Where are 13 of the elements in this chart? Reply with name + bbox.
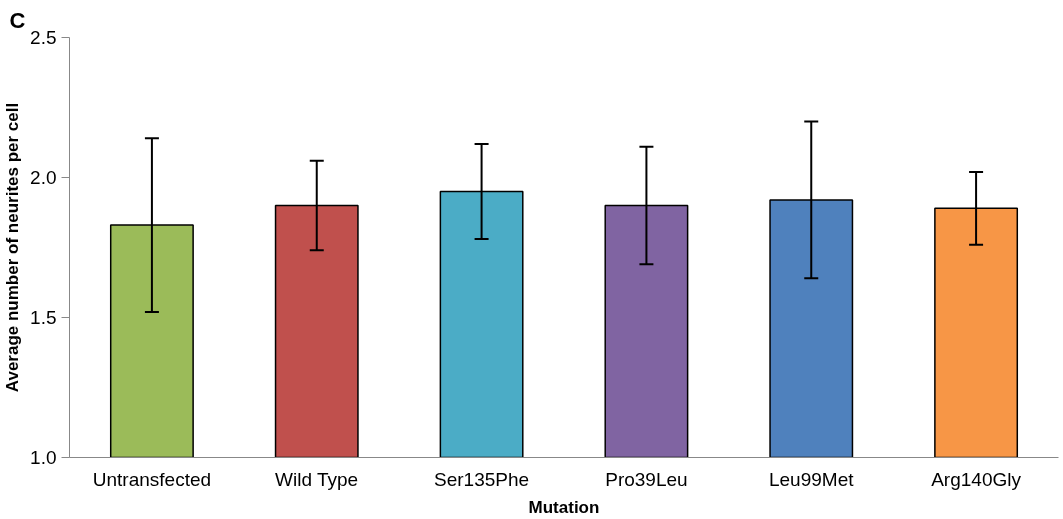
- y-tick-label: 2.0: [30, 167, 57, 188]
- x-tick-label: Pro39Leu: [605, 468, 688, 490]
- x-axis-title: Mutation: [528, 497, 600, 517]
- x-tick-label: Untransfected: [92, 468, 212, 490]
- x-tick-label: Arg140Gly: [931, 468, 1022, 490]
- x-tick-label: Ser135Phe: [434, 468, 530, 490]
- chart-title: C: [9, 7, 26, 33]
- y-tick-label: 2.5: [30, 27, 57, 48]
- y-tick-label: 1.0: [30, 447, 57, 468]
- x-tick-label: Leu99Met: [769, 468, 855, 490]
- x-tick-label: Wild Type: [275, 468, 359, 490]
- y-tick-label: 1.5: [30, 307, 57, 328]
- y-axis-title: Average number of neurites per cell: [3, 102, 23, 393]
